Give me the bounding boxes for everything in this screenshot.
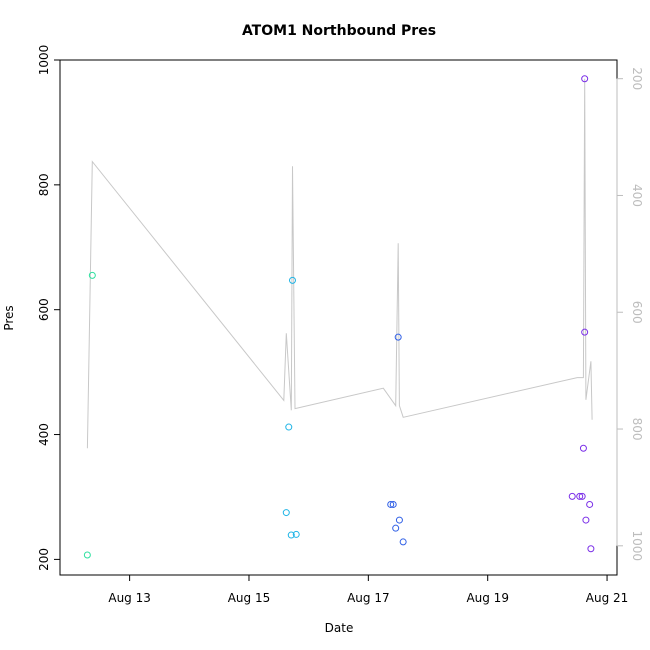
y-tick-label: 400	[37, 423, 51, 446]
data-point	[88, 271, 96, 279]
data-point	[288, 276, 296, 284]
data-point	[568, 492, 576, 500]
y2-tick-label: 600	[630, 301, 644, 324]
y-axis: 200 400 600 800 1000	[37, 45, 60, 571]
data-point	[578, 492, 586, 500]
data-point	[395, 516, 403, 524]
data-point	[287, 531, 295, 539]
data-point	[394, 333, 402, 341]
data-point	[576, 492, 584, 500]
data-point	[399, 538, 407, 546]
y2-tick-label: 800	[630, 418, 644, 441]
plot-frame	[59, 59, 618, 576]
data-point	[582, 516, 590, 524]
y2-tick-label: 1000	[630, 531, 644, 562]
x-tick-label: Aug 21	[586, 591, 629, 605]
y2-tick-label: 200	[630, 67, 644, 90]
y-tick-label: 200	[37, 548, 51, 571]
x-axis: Aug 13 Aug 15 Aug 17 Aug 19 Aug 21	[108, 575, 628, 605]
x-tick-label: Aug 13	[108, 591, 151, 605]
line-series	[86, 78, 593, 449]
y-tick-label: 600	[37, 298, 51, 321]
y-tick-label: 800	[37, 173, 51, 196]
x-tick-label: Aug 15	[228, 591, 271, 605]
x-tick-label: Aug 19	[466, 591, 509, 605]
chart-title: ATOM1 Northbound Pres	[242, 23, 436, 39]
data-point	[389, 500, 397, 508]
data-point	[292, 530, 300, 538]
x-axis-label: Date	[325, 621, 354, 635]
y-tick-label: 1000	[37, 45, 51, 76]
data-point	[587, 545, 595, 553]
data-point	[282, 509, 290, 517]
x-tick-label: Aug 17	[347, 591, 390, 605]
data-point	[392, 524, 400, 532]
data-point	[387, 500, 395, 508]
y2-axis: 200 400 600 800 1000	[616, 67, 644, 562]
data-point	[586, 500, 594, 508]
y2-tick-label: 400	[630, 184, 644, 207]
data-point	[83, 551, 91, 559]
data-point	[581, 75, 589, 83]
data-point	[581, 328, 589, 336]
plot-border	[59, 59, 618, 576]
data-point	[579, 444, 587, 452]
y-axis-label: Pres	[2, 305, 16, 330]
scatter-points	[83, 75, 595, 559]
data-point	[285, 423, 293, 431]
depth-line	[86, 78, 593, 449]
